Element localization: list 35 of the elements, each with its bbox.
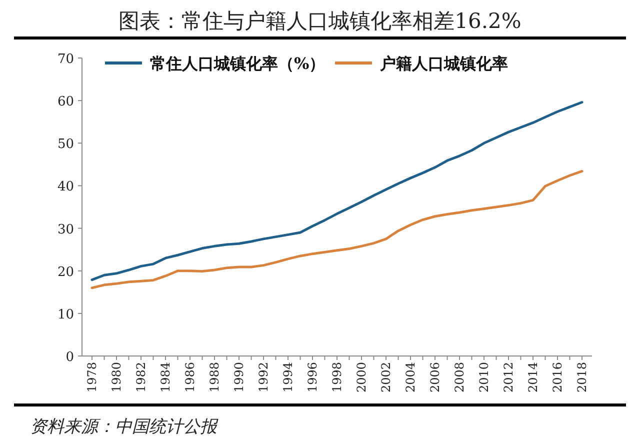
x-tick-label: 1984: [158, 362, 172, 393]
x-tick-label: 2008: [452, 362, 466, 393]
x-tick-label: 2012: [502, 362, 516, 393]
y-tick-label: 20: [57, 264, 74, 280]
x-tick-label: 2010: [477, 362, 491, 393]
line-series: [90, 170, 584, 290]
y-tick-label: 60: [57, 94, 74, 110]
x-tick-label: 2000: [354, 362, 368, 393]
chart-title: 图表：常住与户籍人口城镇化率相差16.2%: [118, 9, 522, 33]
y-tick-label: 40: [57, 180, 74, 195]
y-tick-label: 10: [57, 307, 74, 322]
x-tick-label: 2002: [379, 362, 393, 393]
x-tick-label: 2006: [428, 362, 442, 393]
y-tick-label: 0: [66, 350, 74, 365]
y-tick-label: 30: [57, 222, 74, 238]
x-tick-label: 1992: [256, 362, 270, 393]
y-tick-label: 50: [57, 137, 74, 152]
x-tick-label: 2016: [550, 362, 564, 393]
x-tick-label: 1988: [208, 362, 222, 393]
x-tick-label: 1978: [85, 362, 99, 393]
legend-label: 户籍人口城镇化率: [379, 54, 508, 73]
line-series: [90, 101, 584, 282]
text: 资料来源：中国统计公报: [30, 417, 219, 437]
y-tick-label: 70: [57, 52, 74, 67]
x-tick-label: 1996: [306, 362, 320, 393]
x-tick-label: 2014: [526, 362, 540, 393]
x-tick-label: 1986: [183, 362, 197, 393]
x-tick-label: 2018: [575, 362, 589, 393]
x-tick-label: 1980: [110, 362, 124, 393]
x-tick-label: 1990: [232, 362, 246, 393]
x-tick-label: 1998: [330, 362, 344, 393]
x-tick-label: 1982: [134, 362, 148, 393]
x-tick-label: 2004: [404, 362, 418, 393]
x-tick-label: 1994: [281, 362, 295, 393]
legend-label: 常住人口城镇化率（%）: [150, 54, 326, 73]
